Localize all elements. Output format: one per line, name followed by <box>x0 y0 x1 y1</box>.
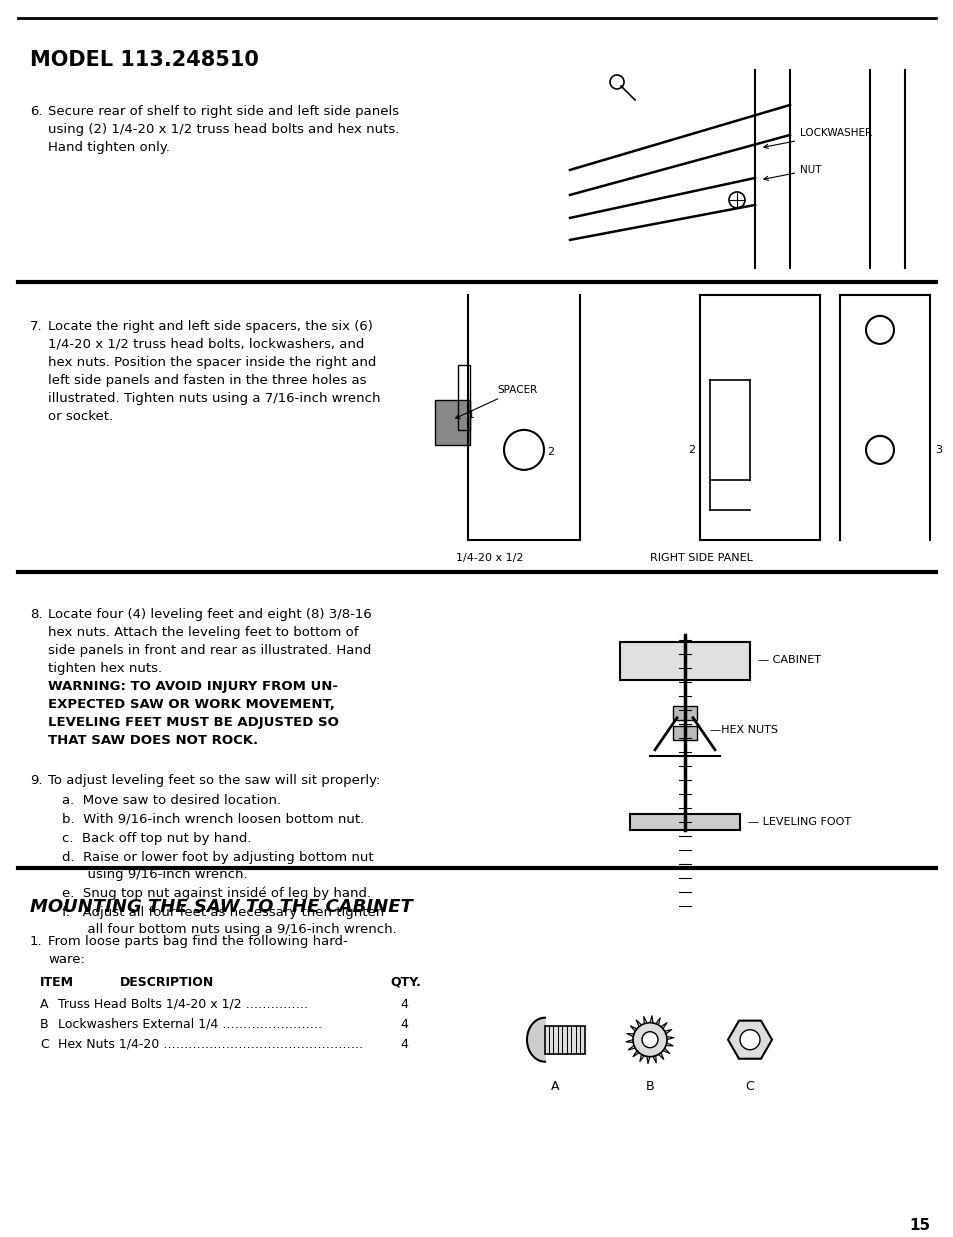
Text: WARNING: TO AVOID INJURY FROM UN-
EXPECTED SAW OR WORK MOVEMENT,
LEVELING FEET M: WARNING: TO AVOID INJURY FROM UN- EXPECT… <box>48 680 338 747</box>
Circle shape <box>633 1023 666 1056</box>
Text: Lockwashers External 1/4 ……………………: Lockwashers External 1/4 …………………… <box>58 1018 322 1030</box>
Text: b.  With 9/16-inch wrench loosen bottom nut.: b. With 9/16-inch wrench loosen bottom n… <box>62 813 364 826</box>
Circle shape <box>641 1032 658 1048</box>
Polygon shape <box>652 1055 656 1063</box>
Polygon shape <box>646 1056 649 1064</box>
Text: 4: 4 <box>399 998 408 1011</box>
Text: 1: 1 <box>468 409 475 419</box>
Text: C: C <box>745 1080 754 1092</box>
Polygon shape <box>649 1016 652 1023</box>
Bar <box>672 726 697 740</box>
Polygon shape <box>628 1045 635 1050</box>
Text: ITEM: ITEM <box>40 976 74 988</box>
Text: From loose parts bag find the following hard-
ware:: From loose parts bag find the following … <box>48 935 348 966</box>
Text: e.  Snug top nut against insidé of leg by hand.: e. Snug top nut against insidé of leg b… <box>62 887 371 901</box>
Bar <box>619 642 749 680</box>
Text: 15: 15 <box>908 1217 929 1232</box>
Text: 4: 4 <box>399 1038 408 1050</box>
Text: Locate four (4) leveling feet and eight (8) 3/8-16
hex nuts. Attach the leveling: Locate four (4) leveling feet and eight … <box>48 607 372 675</box>
Text: DESCRIPTION: DESCRIPTION <box>120 976 214 988</box>
Bar <box>435 400 470 445</box>
Text: Truss Head Bolts 1/4-20 x 1/2 ……………: Truss Head Bolts 1/4-20 x 1/2 …………… <box>58 998 308 1011</box>
Polygon shape <box>625 1039 633 1043</box>
Polygon shape <box>655 1018 659 1025</box>
Text: B: B <box>40 1018 49 1030</box>
Text: — CABINET: — CABINET <box>758 654 821 664</box>
Polygon shape <box>662 1048 669 1054</box>
Text: To adjust leveling feet so the saw will sit properly:: To adjust leveling feet so the saw will … <box>48 774 380 787</box>
Text: A: A <box>550 1080 558 1092</box>
Polygon shape <box>526 1018 544 1061</box>
Text: B: B <box>645 1080 654 1092</box>
Polygon shape <box>665 1043 673 1047</box>
Text: —HEX NUTS: —HEX NUTS <box>709 725 778 735</box>
Bar <box>672 706 697 720</box>
Bar <box>544 1025 584 1054</box>
Text: MODEL 113.248510: MODEL 113.248510 <box>30 49 258 71</box>
Text: a.  Move saw to desired location.: a. Move saw to desired location. <box>62 794 281 807</box>
Polygon shape <box>639 1054 643 1061</box>
Polygon shape <box>626 1033 634 1037</box>
Text: 1.: 1. <box>30 935 43 948</box>
Text: Secure rear of shelf to right side and left side panels
using (2) 1/4-20 x 1/2 t: Secure rear of shelf to right side and l… <box>48 105 399 153</box>
Text: C: C <box>40 1038 49 1050</box>
Text: RIGHT SIDE PANEL: RIGHT SIDE PANEL <box>649 553 752 563</box>
Text: SPACER: SPACER <box>456 385 537 418</box>
Text: 9.: 9. <box>30 774 43 787</box>
Text: LOCKWASHER: LOCKWASHER <box>763 127 871 148</box>
Text: d.  Raise or lower foot by adjusting bottom nut
      using 9/16-inch wrench.: d. Raise or lower foot by adjusting bott… <box>62 851 374 881</box>
Text: 8.: 8. <box>30 607 43 621</box>
Polygon shape <box>666 1037 673 1039</box>
Polygon shape <box>643 1017 646 1024</box>
Text: 6.: 6. <box>30 105 43 118</box>
Text: 4: 4 <box>399 1018 408 1030</box>
Text: c.  Back off top nut by hand.: c. Back off top nut by hand. <box>62 831 252 845</box>
Text: f.   Adjust all four feet as necessary then tighten
      all four bottom nuts u: f. Adjust all four feet as necessary the… <box>62 905 396 935</box>
Text: 2: 2 <box>687 445 695 455</box>
Text: MOUNTING THE SAW TO THE CABINET: MOUNTING THE SAW TO THE CABINET <box>30 898 413 915</box>
Bar <box>457 365 470 430</box>
Text: Hex Nuts 1/4-20 …………………………………………: Hex Nuts 1/4-20 ………………………………………… <box>58 1038 363 1050</box>
Polygon shape <box>664 1029 671 1034</box>
Circle shape <box>740 1029 760 1050</box>
Bar <box>629 814 740 830</box>
Polygon shape <box>658 1053 663 1059</box>
Text: 2: 2 <box>546 447 554 456</box>
Text: 1/4-20 x 1/2: 1/4-20 x 1/2 <box>456 553 523 563</box>
Text: 3: 3 <box>934 445 941 455</box>
Text: Locate the right and left side spacers, the six (6)
1/4-20 x 1/2 truss head bolt: Locate the right and left side spacers, … <box>48 320 380 423</box>
Polygon shape <box>660 1023 666 1029</box>
Text: A: A <box>40 998 49 1011</box>
Text: QTY.: QTY. <box>390 976 420 988</box>
Text: — LEVELING FOOT: — LEVELING FOOT <box>747 816 850 826</box>
Polygon shape <box>630 1025 637 1032</box>
Polygon shape <box>727 1021 771 1059</box>
Polygon shape <box>633 1050 639 1056</box>
Polygon shape <box>636 1021 640 1027</box>
Text: NUT: NUT <box>763 165 821 181</box>
Text: 7.: 7. <box>30 320 43 333</box>
